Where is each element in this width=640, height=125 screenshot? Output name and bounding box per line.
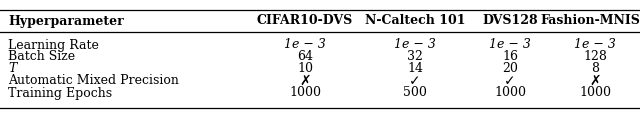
Text: 500: 500 [403,86,427,100]
Text: DVS128: DVS128 [482,14,538,28]
Text: Hyperparameter: Hyperparameter [8,14,124,28]
Text: ✗: ✗ [299,74,311,88]
Text: 10: 10 [297,62,313,76]
Text: Training Epochs: Training Epochs [8,86,112,100]
Text: ✓: ✓ [409,74,421,88]
Text: 16: 16 [502,50,518,64]
Text: 8: 8 [591,62,599,76]
Text: 1000: 1000 [289,86,321,100]
Text: N-Caltech 101: N-Caltech 101 [365,14,465,28]
Text: 1000: 1000 [579,86,611,100]
Text: ✓: ✓ [504,74,516,88]
Text: 64: 64 [297,50,313,64]
Text: 1e − 3: 1e − 3 [284,38,326,52]
Text: Learning Rate: Learning Rate [8,38,99,52]
Text: 1e − 3: 1e − 3 [394,38,436,52]
Text: 128: 128 [583,50,607,64]
Text: 1000: 1000 [494,86,526,100]
Text: 1e − 3: 1e − 3 [489,38,531,52]
Text: 1e − 3: 1e − 3 [574,38,616,52]
Text: ✗: ✗ [589,74,601,88]
Text: Fashion-MNIST: Fashion-MNIST [540,14,640,28]
Text: Batch Size: Batch Size [8,50,75,64]
Text: 32: 32 [407,50,423,64]
Text: 14: 14 [407,62,423,76]
Text: T: T [8,62,17,76]
Text: 20: 20 [502,62,518,76]
Text: Automatic Mixed Precision: Automatic Mixed Precision [8,74,179,88]
Text: CIFAR10-DVS: CIFAR10-DVS [257,14,353,28]
